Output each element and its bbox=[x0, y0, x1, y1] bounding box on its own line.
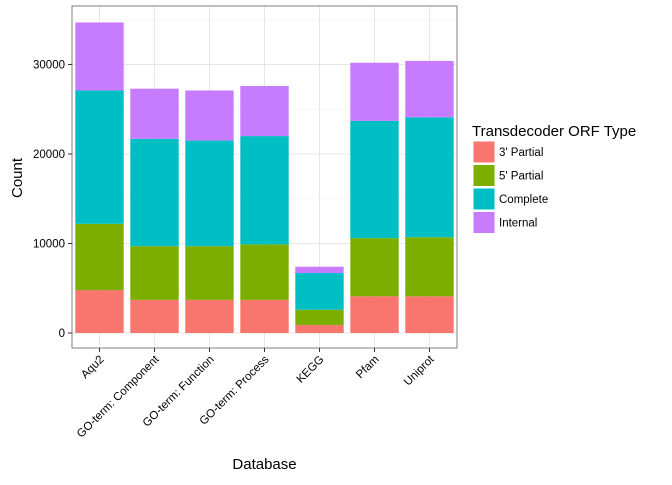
bar-segment bbox=[350, 238, 399, 297]
legend: Transdecoder ORF Type 3' Partial 5' Parti… bbox=[472, 123, 636, 234]
bar-segment bbox=[295, 309, 344, 325]
bar-segment bbox=[75, 90, 124, 224]
bar-segment bbox=[185, 140, 234, 247]
legend-swatch bbox=[472, 187, 496, 211]
bar-segment bbox=[130, 246, 179, 300]
bar-segment bbox=[405, 60, 454, 118]
y-tick-label: 0 bbox=[59, 328, 65, 340]
bar-segment bbox=[350, 62, 399, 121]
bar-segment bbox=[405, 237, 454, 297]
bar-segment bbox=[75, 223, 124, 291]
legend-label: 5' Partial bbox=[499, 171, 543, 183]
legend-title: Transdecoder ORF Type bbox=[472, 123, 636, 140]
legend-label: Complete bbox=[499, 194, 548, 206]
bar-segment bbox=[75, 290, 124, 333]
bar-segment bbox=[295, 324, 344, 333]
bar-segment bbox=[130, 299, 179, 333]
legend-label: 3' Partial bbox=[499, 147, 543, 159]
bar-segment bbox=[130, 138, 179, 247]
bar-segment bbox=[185, 90, 234, 141]
legend-swatch bbox=[472, 164, 496, 187]
bar-segment bbox=[350, 120, 399, 239]
bar-segment bbox=[240, 85, 289, 137]
bars bbox=[75, 22, 454, 333]
bar-segment bbox=[350, 296, 399, 333]
bar-segment bbox=[405, 117, 454, 238]
x-axis-title: Database bbox=[232, 456, 296, 473]
y-tick-label: 20000 bbox=[33, 149, 65, 161]
y-axis-title: Count bbox=[9, 157, 26, 198]
x-tick-label: Uniprot bbox=[402, 353, 437, 388]
legend-label: Internal bbox=[499, 218, 537, 230]
y-tick-label: 10000 bbox=[33, 239, 65, 251]
bar-segment bbox=[240, 299, 289, 333]
bar-segment bbox=[185, 299, 234, 333]
bar-segment bbox=[295, 266, 344, 274]
bar-segment bbox=[240, 244, 289, 300]
x-tick-label: KEGG bbox=[295, 354, 327, 386]
y-tick-label: 30000 bbox=[33, 60, 65, 72]
bar-segment bbox=[295, 273, 344, 310]
bar-segment bbox=[130, 88, 179, 139]
x-tick-label: Pfam bbox=[354, 354, 381, 381]
bar-segment bbox=[405, 296, 454, 333]
legend-swatch bbox=[472, 211, 496, 234]
legend-swatch bbox=[472, 140, 496, 164]
bar-segment bbox=[240, 136, 289, 245]
bar-segment bbox=[75, 22, 124, 91]
bar-segment bbox=[185, 246, 234, 300]
x-tick-label: Aqu2 bbox=[79, 354, 106, 381]
